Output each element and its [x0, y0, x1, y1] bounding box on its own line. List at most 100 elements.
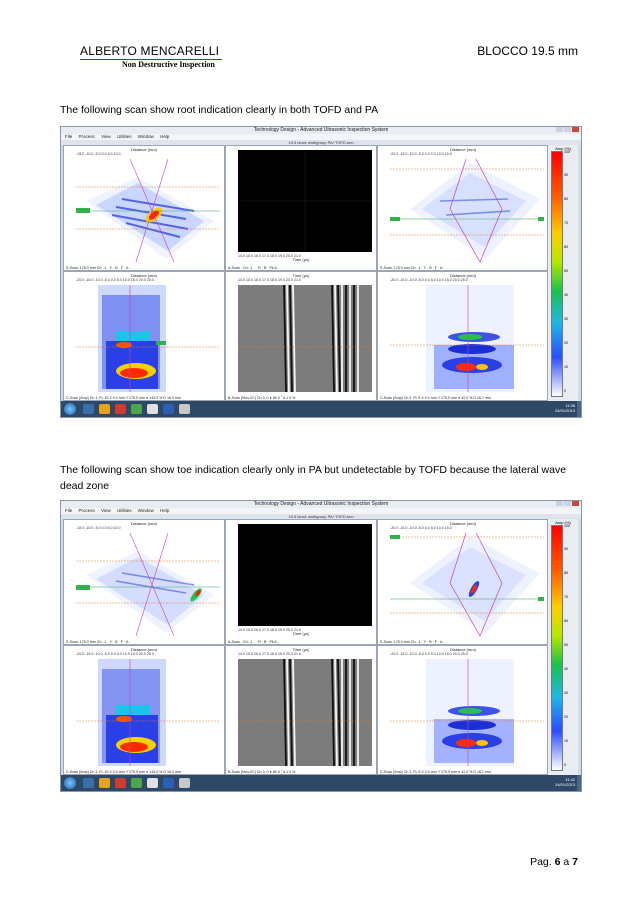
- bscan-plot: [238, 285, 372, 392]
- bscan-panel[interactable]: Time (µs) 14.0 15.0 16.0 17.0 18.0 19.0 …: [225, 645, 377, 775]
- colorbar-tick: 70: [564, 221, 568, 225]
- cscan-right-panel[interactable]: Distance (mm) -20.0 -15.0 -10.0 -5.0 0.0…: [377, 271, 549, 401]
- panel-title: Distance (mm): [449, 647, 476, 652]
- menu-utilities[interactable]: Utilities: [117, 508, 132, 513]
- colorbar-tick: 80: [564, 571, 568, 575]
- menu-bar: File Process View Utilities Window Help: [61, 134, 581, 140]
- ascan-panel[interactable]: Time (µs) 14.0 15.0 16.0 17.0 18.0 19.0 …: [225, 145, 377, 271]
- show-desktop-button[interactable]: [577, 775, 581, 791]
- colorbar-tick: 10: [564, 365, 568, 369]
- colorbar-tick: 40: [564, 667, 568, 671]
- axis-ticks: -20.0 -15.0 -10.0 -5.0 0.0 5.0 10.0 15.0…: [390, 278, 468, 282]
- cscan-plot: [390, 285, 544, 392]
- taskbar-clock[interactable]: 11:42 24/01/2013: [555, 777, 575, 787]
- panel-foot: B-Scan (Non-VC) Ch 3; 0 ● 80.0 ° A 1.0 %: [228, 770, 296, 774]
- file-name: 19.5 block multigroup PA+TOFD.tom: [61, 514, 581, 519]
- sscan-right-panel[interactable]: Distance (mm) -20.0 -15.0 -10.0 -5.0 0.0…: [377, 519, 549, 645]
- menu-help[interactable]: Help: [160, 508, 170, 513]
- panel-title: Distance (mm): [449, 147, 476, 152]
- colorbar-label: Amp (%): [555, 520, 571, 525]
- window-title: Technology Design - Advanced Ultrasonic …: [253, 501, 389, 507]
- axis-ticks: -20.0 -15.0 -10.0 -5.0 0.0 5.0 10.0 15.0…: [390, 652, 468, 656]
- window-controls[interactable]: [555, 127, 579, 135]
- menu-file[interactable]: File: [65, 508, 73, 513]
- media-icon[interactable]: [115, 404, 126, 414]
- axis-ticks: -15.0 -10.0 -5.0 0.0 5.0 10.0: [76, 152, 121, 156]
- app-icon[interactable]: [147, 778, 158, 788]
- colorbar-gradient: [551, 151, 563, 397]
- browser-icon[interactable]: [131, 778, 142, 788]
- start-button-icon[interactable]: [64, 403, 76, 415]
- clock-time: 11:42: [565, 777, 575, 782]
- caption-second: The following scan show toe indication c…: [60, 464, 567, 492]
- ascan-plot: [238, 524, 372, 626]
- scan-grid: Distance (mm) -15.0 -10.0 -5.0 0.0 5.0 1…: [63, 145, 579, 401]
- explorer-icon[interactable]: [83, 404, 94, 414]
- page-footer: Pag. 6 a 7: [530, 856, 578, 868]
- panel-title: Time (µs): [292, 631, 310, 636]
- sscan-left-panel[interactable]: Distance (mm) -15.0 -10.0 -5.0 0.0 5.0 1…: [63, 145, 225, 271]
- colorbar-tick: 90: [564, 547, 568, 551]
- browser-icon[interactable]: [131, 404, 142, 414]
- colorbar-tick: 0: [564, 763, 566, 767]
- media-icon[interactable]: [115, 778, 126, 788]
- ascan-panel[interactable]: Time (µs) 14.0 15.0 16.0 17.0 18.0 19.0 …: [225, 519, 377, 645]
- sscan-left-panel[interactable]: Distance (mm) -15.0 -10.0 -5.0 0.0 5.0 1…: [63, 519, 225, 645]
- taskbar-clock[interactable]: 11:38 24/01/2013: [555, 403, 575, 413]
- document-ref: BLOCCO 19.5 mm: [477, 44, 578, 58]
- menu-file[interactable]: File: [65, 134, 73, 139]
- screenshot-toe-indication: Technology Design - Advanced Ultrasonic …: [60, 500, 582, 792]
- sscan-plot: [76, 533, 220, 636]
- menu-process[interactable]: Process: [78, 508, 95, 513]
- start-button-icon[interactable]: [64, 777, 76, 789]
- file-name: 19.5 block multigroup PA+TOFD.tom: [61, 140, 581, 145]
- explorer-icon[interactable]: [83, 778, 94, 788]
- sscan-plot: [390, 533, 544, 636]
- panel-foot: A-Scan · Ch: -1 · · R · B · Pk A ·: [228, 640, 279, 644]
- app-icon[interactable]: [147, 404, 158, 414]
- panel-title: Distance (mm): [130, 147, 157, 152]
- amplitude-colorbar: Amp (%) 100 90 80 70 60 50 40 30 20 10 0: [547, 145, 578, 401]
- amplitude-colorbar: Amp (%) 100 90 80 70 60 50 40 30 20 10 0: [547, 519, 578, 775]
- bscan-panel[interactable]: Time (µs) 14.0 15.0 16.0 17.0 18.0 19.0 …: [225, 271, 377, 401]
- app-icon[interactable]: [179, 404, 190, 414]
- sscan-right-panel[interactable]: Distance (mm) -20.0 -15.0 -10.0 -5.0 0.0…: [377, 145, 549, 271]
- folder-icon[interactable]: [99, 404, 110, 414]
- panel-foot: S-Scan: 175.0 mm Ch: -1 · Y · B · F · A …: [66, 640, 131, 644]
- scan-grid: Distance (mm) -15.0 -10.0 -5.0 0.0 5.0 1…: [63, 519, 579, 775]
- menu-view[interactable]: View: [101, 508, 111, 513]
- window-title: Technology Design - Advanced Ultrasonic …: [253, 127, 389, 133]
- cscan-left-panel[interactable]: Distance (mm) -20.0 -15.0 -10.0 -5.0 0.0…: [63, 271, 225, 401]
- panel-title: Time (µs): [292, 647, 310, 652]
- cscan-left-panel[interactable]: Distance (mm) -20.0 -15.0 -10.0 -5.0 0.0…: [63, 645, 225, 775]
- word-icon[interactable]: [163, 404, 174, 414]
- window-controls[interactable]: [555, 501, 579, 509]
- cscan-right-panel[interactable]: Distance (mm) -20.0 -15.0 -10.0 -5.0 0.0…: [377, 645, 549, 775]
- ascan-plot: [238, 150, 372, 252]
- cscan-plot: [76, 659, 220, 766]
- windows-taskbar: 11:42 24/01/2013: [61, 775, 581, 791]
- panel-foot: C-Scan (Amp) Ch 1; FL 15 X 0.0 mm Y 175.…: [66, 396, 181, 400]
- panel-foot: A-Scan · Ch: -1 · · R · B · Pk A ·: [228, 266, 279, 270]
- app-icon[interactable]: [179, 778, 190, 788]
- axis-ticks: -20.0 -15.0 -10.0 -5.0 0.0 5.0 10.0 15.0…: [76, 652, 154, 656]
- colorbar-tick: 10: [564, 739, 568, 743]
- colorbar-tick: 100: [564, 524, 570, 528]
- menu-window[interactable]: Window: [137, 508, 154, 513]
- menu-utilities[interactable]: Utilities: [117, 134, 132, 139]
- colorbar-tick: 70: [564, 595, 568, 599]
- panel-title: Distance (mm): [130, 647, 157, 652]
- sscan-plot: [390, 159, 544, 262]
- menu-window[interactable]: Window: [137, 134, 154, 139]
- show-desktop-button[interactable]: [577, 401, 581, 417]
- menu-help[interactable]: Help: [160, 134, 170, 139]
- colorbar-tick: 50: [564, 269, 568, 273]
- word-icon[interactable]: [163, 778, 174, 788]
- colorbar-tick: 20: [564, 341, 568, 345]
- folder-icon[interactable]: [99, 778, 110, 788]
- window-title-bar: Technology Design - Advanced Ultrasonic …: [61, 127, 581, 134]
- menu-process[interactable]: Process: [78, 134, 95, 139]
- windows-taskbar: 11:38 24/01/2013: [61, 401, 581, 417]
- menu-view[interactable]: View: [101, 134, 111, 139]
- colorbar-tick: 30: [564, 691, 568, 695]
